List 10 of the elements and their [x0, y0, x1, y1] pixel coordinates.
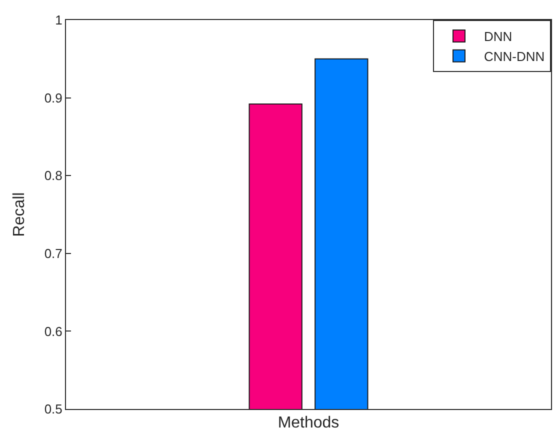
- y-tick-label: 0.5: [44, 402, 62, 417]
- legend-label: DNN: [484, 29, 512, 44]
- legend-label: CNN-DNN: [484, 48, 545, 64]
- y-tick-label: 0.8: [44, 168, 62, 184]
- y-tick-label: 0.6: [44, 324, 62, 339]
- y-tick-label: 1: [55, 12, 62, 28]
- y-axis-title: Recall: [11, 192, 28, 237]
- y-tick-label: 0.9: [44, 90, 62, 106]
- x-axis-title: Methods: [278, 414, 340, 432]
- y-tick-label: 0.7: [44, 246, 62, 261]
